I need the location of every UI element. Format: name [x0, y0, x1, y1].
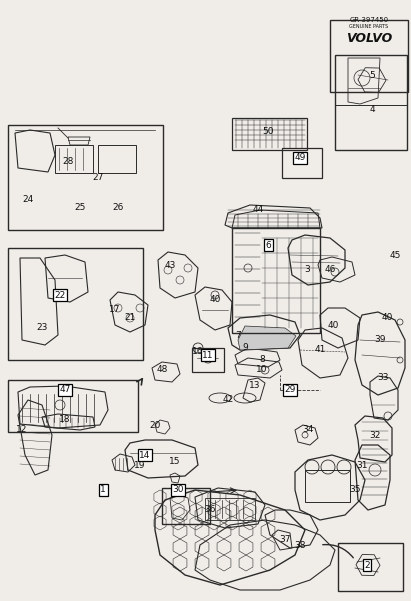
Text: 37: 37: [279, 535, 291, 545]
Text: 31: 31: [356, 460, 368, 469]
Text: 35: 35: [349, 486, 361, 495]
Bar: [98, 145, 136, 173]
Bar: [8, 380, 138, 432]
Text: 14: 14: [139, 451, 151, 460]
Bar: [330, 20, 408, 92]
Text: 21: 21: [124, 314, 136, 323]
Text: 13: 13: [249, 380, 261, 389]
Text: 26: 26: [112, 204, 124, 213]
Text: 39: 39: [374, 335, 386, 344]
Text: 40: 40: [381, 314, 393, 323]
Text: 3: 3: [304, 266, 310, 275]
Text: 49: 49: [294, 153, 306, 162]
Text: 43: 43: [164, 260, 175, 269]
Text: 18: 18: [59, 415, 71, 424]
Text: 40: 40: [327, 320, 339, 329]
Text: 10: 10: [256, 365, 268, 374]
Bar: [232, 228, 320, 333]
Bar: [305, 470, 350, 502]
Text: 8: 8: [259, 356, 265, 364]
Polygon shape: [238, 326, 296, 350]
Text: 28: 28: [62, 157, 74, 166]
Text: VOLVO: VOLVO: [346, 31, 392, 44]
Text: 27: 27: [92, 174, 104, 183]
Text: 15: 15: [169, 457, 181, 466]
Text: 22: 22: [54, 290, 66, 299]
Text: 17: 17: [109, 305, 121, 314]
Text: 19: 19: [134, 460, 146, 469]
Text: 11: 11: [202, 350, 214, 359]
Text: GENUINE PARTS: GENUINE PARTS: [349, 23, 388, 28]
Text: 29: 29: [284, 385, 296, 394]
Text: 12: 12: [16, 426, 28, 435]
Text: 34: 34: [302, 426, 314, 435]
Text: 24: 24: [22, 195, 34, 204]
Text: 50: 50: [262, 127, 274, 136]
Text: 32: 32: [369, 430, 381, 439]
Text: 16: 16: [192, 347, 204, 356]
Bar: [8, 125, 163, 230]
Text: 40: 40: [209, 296, 221, 305]
Text: 9: 9: [242, 344, 248, 353]
Text: 42: 42: [222, 395, 233, 404]
Text: 33: 33: [377, 373, 389, 382]
Text: 46: 46: [324, 266, 336, 275]
Text: 44: 44: [252, 206, 263, 215]
Text: 4: 4: [369, 106, 375, 115]
Text: 38: 38: [294, 540, 306, 549]
Text: 20: 20: [149, 421, 161, 430]
Bar: [338, 543, 403, 591]
Text: GR-397450: GR-397450: [349, 17, 388, 23]
Text: 5: 5: [369, 70, 375, 79]
Bar: [205, 498, 255, 520]
Text: 36: 36: [204, 505, 216, 514]
Text: 48: 48: [156, 365, 168, 374]
Bar: [8, 248, 143, 360]
Bar: [162, 488, 210, 524]
Text: 45: 45: [389, 251, 401, 260]
Bar: [192, 348, 224, 372]
Text: 7: 7: [235, 331, 241, 340]
Text: 2: 2: [364, 561, 370, 570]
Text: 25: 25: [74, 204, 85, 213]
Text: 1: 1: [100, 486, 106, 495]
Text: 23: 23: [36, 323, 48, 332]
Text: 6: 6: [265, 240, 271, 249]
Text: 30: 30: [172, 486, 184, 495]
Bar: [335, 55, 407, 150]
Bar: [232, 118, 307, 150]
Bar: [55, 145, 93, 173]
Text: 41: 41: [314, 346, 326, 355]
Text: 47: 47: [59, 385, 71, 394]
Bar: [282, 148, 322, 178]
